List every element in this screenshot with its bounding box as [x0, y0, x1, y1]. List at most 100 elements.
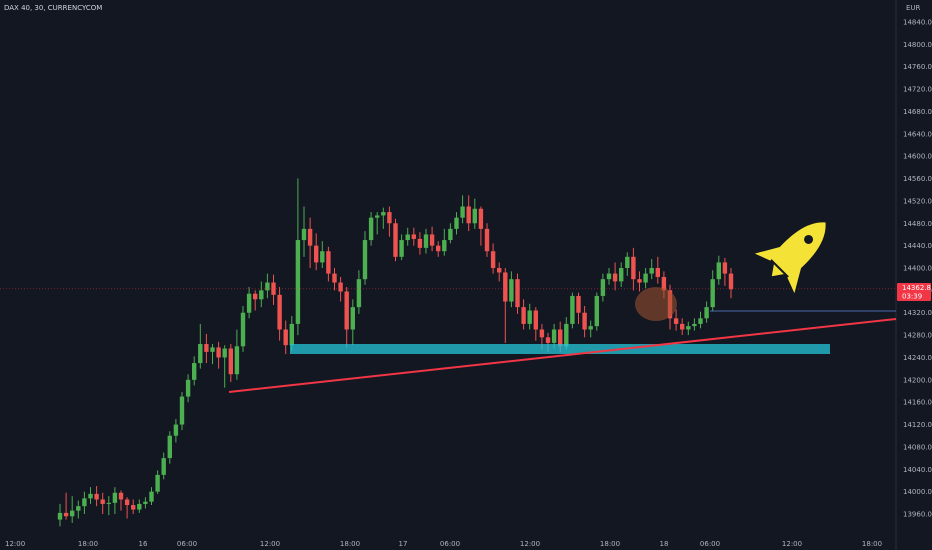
- time-axis[interactable]: 12:00 18:00 16 06:00 12:00 18:00 17 06:00 12:00 1…: [5, 540, 882, 548]
- candle-body: [564, 323, 569, 347]
- y-tick-label: 14160.0: [903, 399, 932, 407]
- candle-body: [185, 379, 191, 397]
- candle-body: [350, 307, 355, 330]
- candle-body: [521, 307, 526, 324]
- y-tick-label: 14480.0: [903, 220, 932, 228]
- candle-body: [137, 503, 142, 510]
- candle-body: [344, 291, 349, 330]
- y-tick-label: 14600.0: [903, 153, 932, 161]
- candle-body: [387, 212, 392, 224]
- candle-body: [436, 245, 441, 252]
- candle-body: [539, 329, 545, 338]
- y-tick-label: 14680.0: [903, 108, 932, 116]
- candle-body: [460, 206, 465, 218]
- drawing-overlays: [0, 222, 897, 393]
- candle-body: [106, 502, 111, 504]
- candle-body: [381, 212, 386, 216]
- y-tick-label: 14240.0: [903, 354, 932, 362]
- y-tick-label: 14800.0: [903, 41, 932, 49]
- candle-body: [673, 318, 679, 324]
- candle-body: [179, 396, 185, 425]
- candle-body: [497, 268, 502, 273]
- x-tick-label: 12:00: [260, 540, 280, 548]
- candle-body: [484, 228, 490, 252]
- candle-body: [472, 208, 477, 224]
- x-tick-label: 12:00: [5, 540, 25, 548]
- candle-body: [478, 208, 484, 229]
- y-tick-label: 14200.0: [903, 376, 932, 384]
- candle-body: [100, 499, 105, 504]
- candle-body: [234, 346, 240, 375]
- candle-body: [442, 240, 447, 252]
- candle-body: [228, 348, 233, 375]
- x-tick-label: 12:00: [520, 540, 540, 548]
- candle-body: [637, 279, 642, 283]
- candle-body: [551, 329, 557, 343]
- candle-body: [338, 282, 343, 292]
- candle-body: [204, 344, 209, 352]
- candle-body: [661, 276, 667, 291]
- candle-body: [649, 268, 654, 274]
- candle-body: [210, 347, 215, 352]
- candle-body: [70, 510, 75, 517]
- candle-body: [118, 492, 124, 500]
- candles-group: [57, 178, 734, 527]
- candle-body: [466, 206, 471, 224]
- candle-body: [588, 326, 593, 330]
- candle-body: [198, 344, 203, 364]
- candle-body: [368, 217, 374, 241]
- candle-body: [399, 240, 404, 257]
- y-tick-label: 14080.0: [903, 443, 932, 451]
- candle-body: [533, 310, 538, 330]
- y-tick-label: 14760.0: [903, 63, 932, 71]
- x-tick-label: 18:00: [862, 540, 882, 548]
- candle-body: [429, 234, 435, 246]
- y-tick-label: 14640.0: [903, 130, 932, 138]
- currency-label: EUR: [906, 4, 921, 12]
- chart-title: DAX 40, 30, CURRENCYCOM: [4, 4, 102, 12]
- candle-body: [216, 347, 221, 358]
- x-tick-label: 06:00: [177, 540, 197, 548]
- candle-body: [173, 424, 179, 436]
- candle-body: [289, 323, 294, 346]
- candle-body: [612, 273, 618, 282]
- price-axis[interactable]: 14840.0 14800.0 14760.0 14720.0 14680.0 14640…: [903, 19, 932, 519]
- rocket-fin-left: [754, 246, 782, 261]
- price-tag-value: 14362.8: [902, 284, 931, 292]
- y-tick-label: 14520.0: [903, 197, 932, 205]
- candle-body: [124, 499, 130, 506]
- candle-body: [710, 279, 715, 308]
- y-tick-label: 14840.0: [903, 19, 932, 27]
- y-tick-label: 13960.0: [903, 511, 932, 519]
- highlight-circle: [635, 287, 677, 321]
- trend-line: [228, 318, 897, 393]
- candle-body: [259, 290, 264, 300]
- y-tick-label: 14400.0: [903, 265, 932, 273]
- rocket-window: [804, 234, 814, 244]
- candle-body: [161, 458, 166, 475]
- candle-body: [326, 251, 331, 274]
- x-tick-label: 18:00: [78, 540, 98, 548]
- candle-body: [82, 498, 87, 507]
- candle-body: [576, 295, 581, 313]
- candle-body: [631, 256, 636, 280]
- candle-body: [320, 251, 325, 263]
- candle-body: [680, 323, 685, 330]
- rocket-flame: [771, 264, 784, 277]
- y-tick-label: 14280.0: [903, 332, 932, 340]
- x-tick-label: 18: [660, 540, 669, 548]
- y-tick-label: 14720.0: [903, 86, 932, 94]
- candle-body: [448, 228, 453, 241]
- candle-body: [149, 491, 154, 502]
- candle-body: [253, 293, 258, 300]
- candle-body: [423, 234, 429, 248]
- candle-body: [619, 268, 624, 282]
- candle-body: [301, 228, 307, 241]
- candle-body: [155, 474, 160, 492]
- candle-body: [625, 256, 630, 268]
- y-tick-label: 14040.0: [903, 466, 932, 474]
- candle-body: [643, 273, 648, 283]
- x-tick-label: 18:00: [600, 540, 620, 548]
